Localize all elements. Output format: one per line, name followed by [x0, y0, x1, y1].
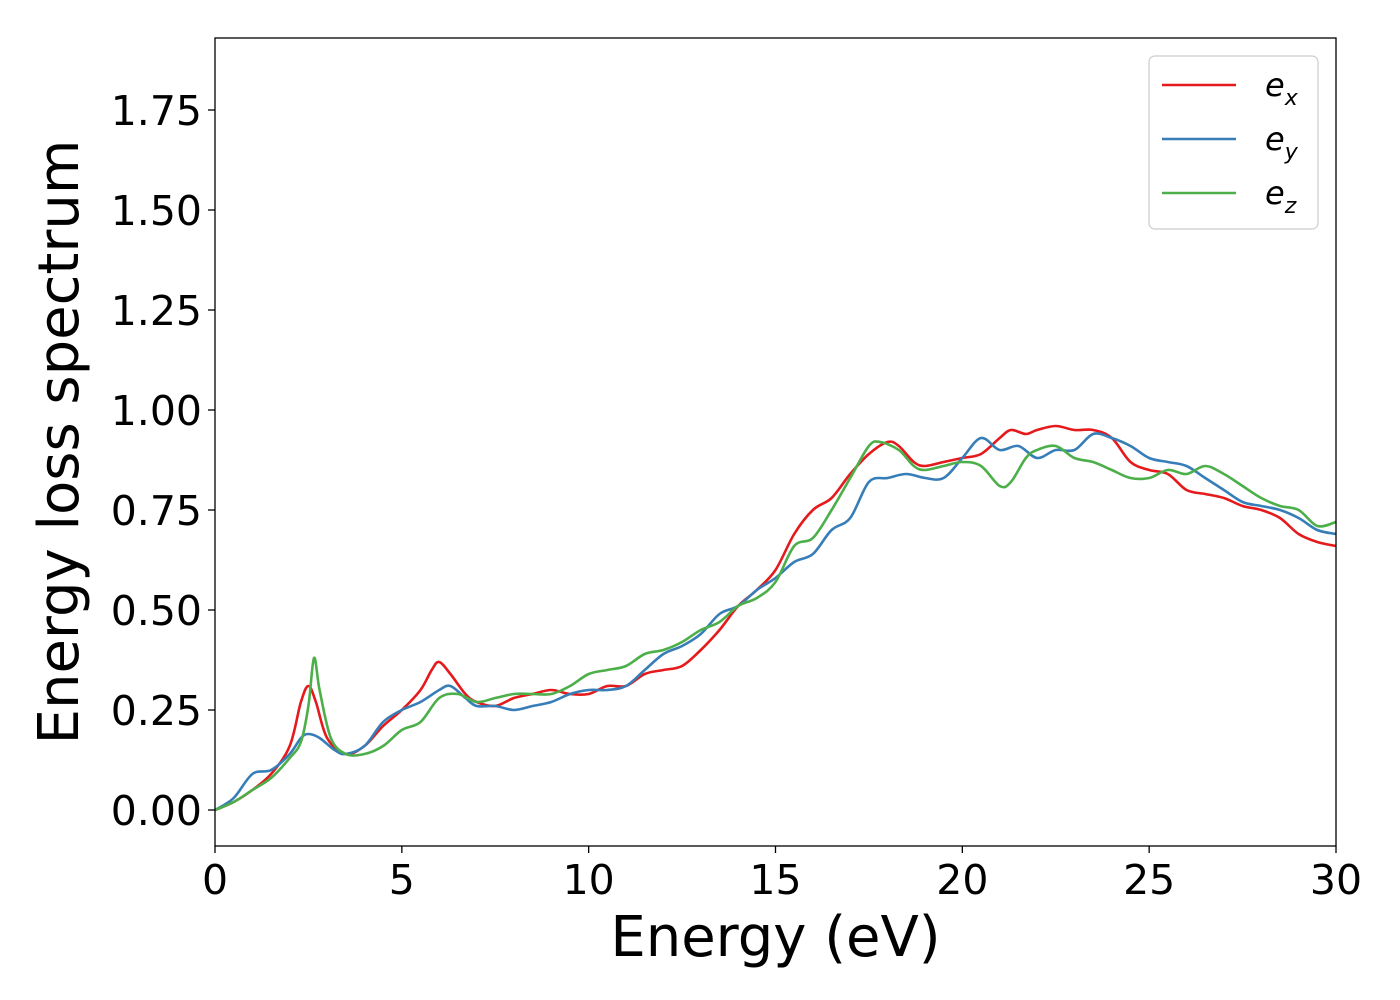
x-tick-label: 5	[389, 856, 415, 904]
x-tick-label: 30	[1310, 856, 1362, 904]
x-axis-title: Energy (eV)	[610, 905, 940, 970]
y-tick-label: 1.75	[111, 87, 202, 135]
x-tick-label: 15	[749, 856, 801, 904]
series-line-ex	[214, 424, 1337, 812]
x-tick-label: 20	[936, 856, 988, 904]
legend-label: ez	[1265, 174, 1297, 219]
legend-box	[1148, 55, 1319, 230]
series-line-ez	[214, 440, 1337, 812]
legend-label: ey	[1265, 120, 1299, 165]
y-tick-label: 1.25	[111, 287, 202, 335]
series-line-ey	[214, 432, 1337, 812]
y-axis-title: Energy loss spectrum	[27, 140, 92, 745]
y-tick-label: 0.00	[111, 787, 202, 835]
series-lines	[214, 424, 1337, 812]
x-tick-label: 0	[202, 856, 228, 904]
y-tick-label: 0.25	[111, 687, 202, 735]
y-tick-label: 1.50	[111, 187, 202, 235]
y-tick-label: 1.00	[111, 387, 202, 435]
y-tick-label: 0.50	[111, 587, 202, 635]
legend: ex ey ez	[1148, 55, 1319, 230]
y-tick-label: 0.75	[111, 487, 202, 535]
legend-label: ex	[1265, 66, 1299, 111]
x-tick-label: 25	[1123, 856, 1175, 904]
x-tick-label: 10	[563, 856, 615, 904]
axis-ticks: 0 5 10 15 20 25 30 0.00 0.25 0.50 0.75 1.00 1.25 1.50…	[111, 87, 1362, 904]
